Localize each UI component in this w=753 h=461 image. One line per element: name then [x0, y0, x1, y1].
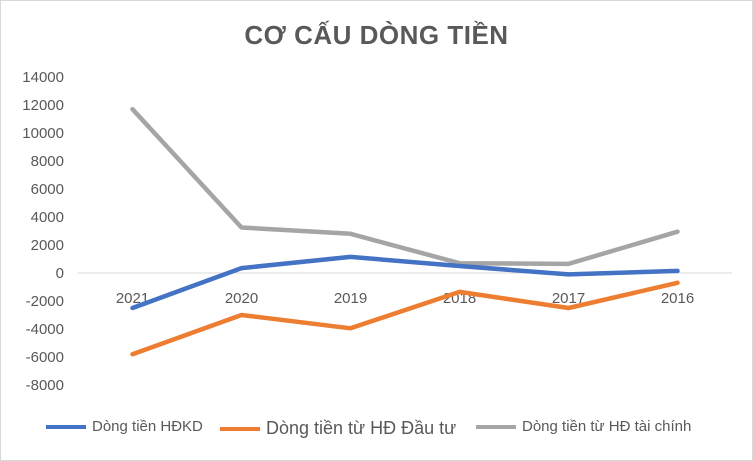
- legend-item-hdkd: Dòng tiền HĐKD: [46, 418, 203, 435]
- series-line-1: [130, 280, 680, 357]
- y-tick-label: -4000: [26, 321, 64, 338]
- x-tick-label: 2016: [661, 290, 694, 307]
- y-tick-label: 2000: [31, 237, 64, 254]
- x-tick-label: 2020: [225, 290, 258, 307]
- y-tick-label: 12000: [22, 97, 64, 114]
- legend-label-hdkd: Dòng tiền HĐKD: [92, 418, 203, 435]
- y-tick-label: 8000: [31, 153, 64, 170]
- y-tick-label: 10000: [22, 125, 64, 142]
- series-line-2: [130, 106, 680, 267]
- y-tick-label: -2000: [26, 293, 64, 310]
- chart-title: CƠ CẤU DÒNG TIỀN: [244, 20, 509, 50]
- y-tick-label: -8000: [26, 377, 64, 394]
- y-tick-label: -6000: [26, 349, 64, 366]
- y-tick-label: 14000: [22, 69, 64, 86]
- legend-item-dau-tu: Dòng tiền từ HĐ Đầu tư: [220, 418, 456, 439]
- legend-label-tai-chinh: Dòng tiền từ HĐ tài chính: [522, 418, 692, 435]
- legend: Dòng tiền HĐKD Dòng tiền từ HĐ Đầu tư Dò…: [0, 418, 753, 442]
- legend-item-tai-chinh: Dòng tiền từ HĐ tài chính: [476, 418, 691, 435]
- y-tick-label: 0: [56, 265, 64, 282]
- x-tick-label: 2019: [334, 290, 367, 307]
- legend-swatch-hdkd: [46, 424, 86, 429]
- legend-label-dau-tu: Dòng tiền từ HĐ Đầu tư: [266, 418, 457, 438]
- y-tick-label: 6000: [31, 181, 64, 198]
- y-tick-label: 4000: [31, 209, 64, 226]
- series-line-0: [130, 254, 680, 311]
- legend-swatch-dau-tu: [220, 426, 260, 431]
- legend-swatch-tai-chinh: [476, 424, 516, 429]
- x-tick-label: 2017: [552, 290, 585, 307]
